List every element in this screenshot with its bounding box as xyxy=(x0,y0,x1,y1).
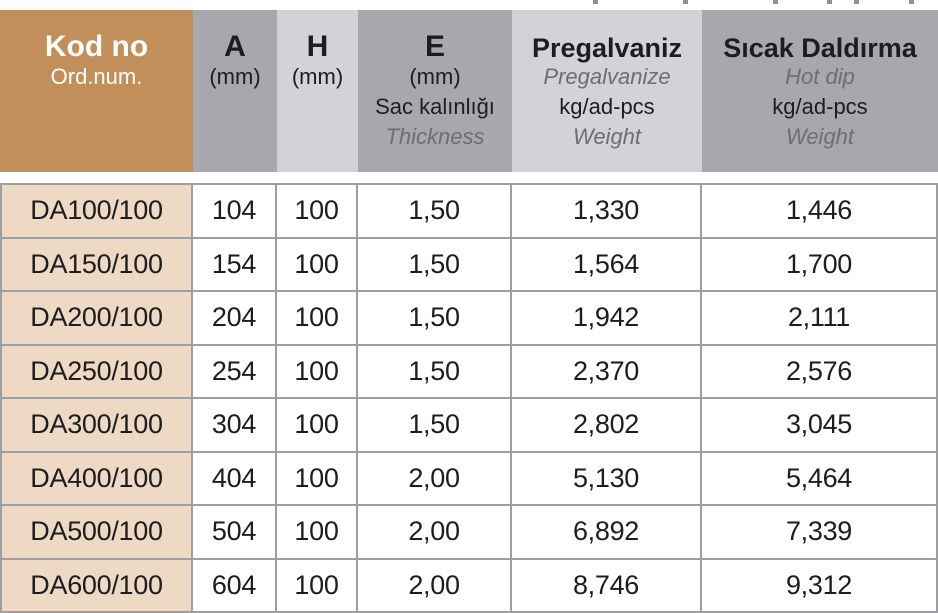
code-cell: DA500/100 xyxy=(2,506,193,560)
pregalvaniz-cell: 2,370 xyxy=(512,345,702,399)
e-cell: 2,00 xyxy=(358,452,512,506)
e-cell: 1,50 xyxy=(358,399,512,453)
hot-dip-cell: 2,576 xyxy=(702,345,938,399)
header-line-translation: Weight xyxy=(572,124,642,149)
header-line-translation: Weight xyxy=(785,124,855,149)
header-line-translation: Hot dip xyxy=(785,64,855,89)
e-cell: 1,50 xyxy=(358,345,512,399)
h-cell: 100 xyxy=(277,559,358,613)
header-unit: (mm) xyxy=(409,64,461,89)
h-cell: 100 xyxy=(277,238,358,292)
a-cell: 504 xyxy=(193,506,277,560)
e-cell: 2,00 xyxy=(358,506,512,560)
a-cell: 604 xyxy=(193,559,277,613)
table-header: Kod no Ord.num. A (mm) H (mm) E (mm) Sac… xyxy=(0,10,938,172)
hot-dip-cell: 1,700 xyxy=(702,238,938,292)
code-cell: DA100/100 xyxy=(2,185,193,239)
header-title: A xyxy=(224,30,246,63)
h-cell: 100 xyxy=(277,185,358,239)
table-body: DA100/100 104 100 1,50 1,330 1,446 DA150… xyxy=(0,183,938,613)
crop-artifact xyxy=(683,0,688,4)
pregalvaniz-cell: 1,564 xyxy=(512,238,702,292)
pregalvaniz-cell: 8,746 xyxy=(512,559,702,613)
e-cell: 1,50 xyxy=(358,292,512,346)
header-a: A (mm) xyxy=(193,10,277,172)
e-cell: 1,50 xyxy=(358,185,512,239)
hot-dip-cell: 1,446 xyxy=(702,185,938,239)
header-unit: kg/ad-pcs xyxy=(559,94,655,119)
crop-artifact xyxy=(854,0,859,4)
header-line: Sac kalınlığı xyxy=(375,94,495,119)
pregalvaniz-cell: 5,130 xyxy=(512,452,702,506)
a-cell: 404 xyxy=(193,452,277,506)
header-e: E (mm) Sac kalınlığı Thickness xyxy=(358,10,512,172)
code-cell: DA600/100 xyxy=(2,559,193,613)
e-cell: 2,00 xyxy=(358,559,512,613)
crop-artifact xyxy=(773,0,778,4)
pregalvaniz-cell: 2,802 xyxy=(512,399,702,453)
hot-dip-cell: 7,339 xyxy=(702,506,938,560)
a-cell: 254 xyxy=(193,345,277,399)
header-title: H xyxy=(306,30,329,63)
header-line-translation: Thickness xyxy=(385,124,485,149)
header-subtitle: Ord.num. xyxy=(50,64,143,89)
header-title: E xyxy=(424,30,445,63)
code-cell: DA400/100 xyxy=(2,452,193,506)
header-h: H (mm) xyxy=(277,10,358,172)
a-cell: 104 xyxy=(193,185,277,239)
header-title: Pregalvaniz xyxy=(531,33,683,63)
hot-dip-cell: 3,045 xyxy=(702,399,938,453)
header-title: Kod no xyxy=(44,30,149,63)
a-cell: 304 xyxy=(193,399,277,453)
h-cell: 100 xyxy=(277,292,358,346)
hot-dip-cell: 9,312 xyxy=(702,559,938,613)
h-cell: 100 xyxy=(277,506,358,560)
header-sicak-daldirma: Sıcak Daldırma Hot dip kg/ad-pcs Weight xyxy=(702,10,938,172)
header-line-translation: Pregalvanize xyxy=(543,64,671,89)
pregalvaniz-cell: 1,330 xyxy=(512,185,702,239)
code-cell: DA200/100 xyxy=(2,292,193,346)
header-title: Sıcak Daldırma xyxy=(723,33,917,63)
header-unit: (mm) xyxy=(209,64,261,89)
h-cell: 100 xyxy=(277,399,358,453)
code-cell: DA150/100 xyxy=(2,238,193,292)
hot-dip-cell: 2,111 xyxy=(702,292,938,346)
header-unit: (mm) xyxy=(291,64,344,89)
code-cell: DA250/100 xyxy=(2,345,193,399)
header-kod-no: Kod no Ord.num. xyxy=(0,10,193,172)
header-unit: kg/ad-pcs xyxy=(772,94,868,119)
pregalvaniz-cell: 1,942 xyxy=(512,292,702,346)
h-cell: 100 xyxy=(277,345,358,399)
crop-artifact xyxy=(909,0,914,4)
a-cell: 204 xyxy=(193,292,277,346)
crop-artifact xyxy=(827,0,832,4)
code-cell: DA300/100 xyxy=(2,399,193,453)
h-cell: 100 xyxy=(277,452,358,506)
pregalvaniz-cell: 6,892 xyxy=(512,506,702,560)
a-cell: 154 xyxy=(193,238,277,292)
crop-artifact xyxy=(593,0,598,4)
e-cell: 1,50 xyxy=(358,238,512,292)
header-pregalvaniz: Pregalvaniz Pregalvanize kg/ad-pcs Weigh… xyxy=(512,10,702,172)
hot-dip-cell: 5,464 xyxy=(702,452,938,506)
